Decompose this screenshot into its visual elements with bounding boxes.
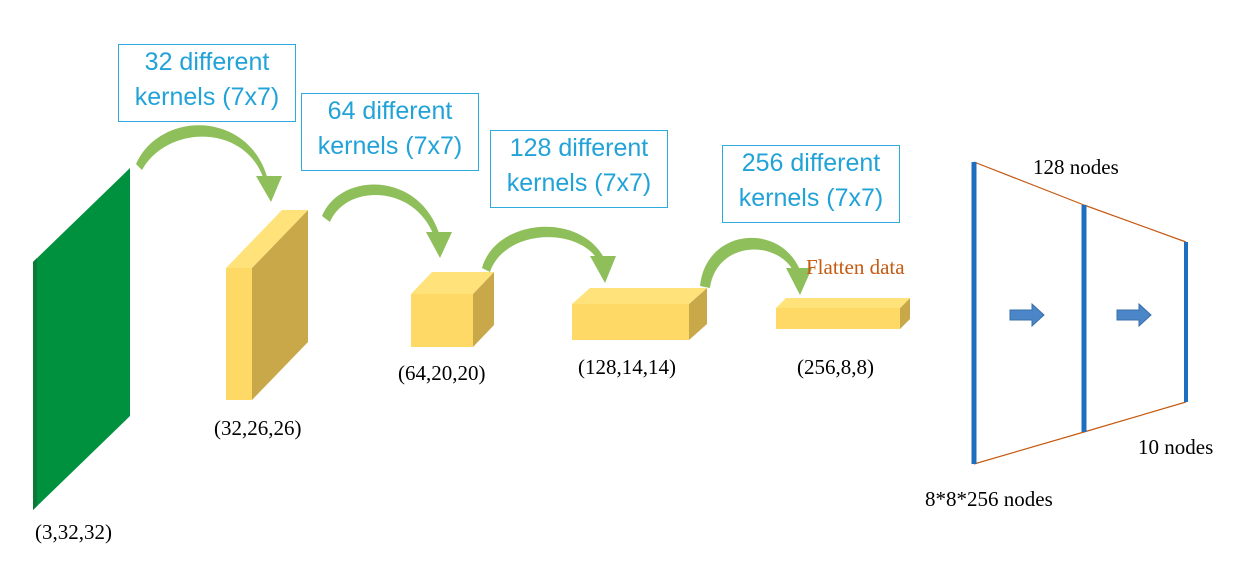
kernel-label-1-line2: kernels (7x7) (134, 83, 280, 111)
feature-map-2 (411, 272, 494, 347)
hidden-nodes-label: 128 nodes (1033, 155, 1119, 179)
right-arrow-icon (1009, 302, 1045, 328)
input-nodes-label: 8*8*256 nodes (925, 487, 1053, 511)
flatten-label: Flatten data (806, 255, 905, 279)
right-arrow-icon (1116, 302, 1152, 328)
feature-map-4 (776, 298, 910, 329)
feature-map-3-shape-label: (128,14,14) (578, 355, 676, 379)
kernel-label-2: 64 different kernels (7x7) (301, 93, 479, 171)
kernel-label-4-line2: kernels (7x7) (738, 184, 884, 212)
convolution-arrow-1 (136, 125, 282, 202)
kernel-label-3-line1: 128 different (509, 134, 649, 162)
output-nodes-label: 10 nodes (1138, 435, 1214, 459)
feature-map-4-shape-label: (256,8,8) (797, 355, 874, 379)
input-layer (33, 168, 130, 510)
feature-map-3 (572, 288, 707, 340)
kernel-label-2-line2: kernels (7x7) (317, 132, 463, 160)
convolution-arrow-2 (322, 184, 452, 258)
input-shape-label: (3,32,32) (35, 520, 112, 544)
kernel-label-1: 32 different kernels (7x7) (118, 44, 296, 122)
kernel-label-3-line2: kernels (7x7) (506, 169, 652, 197)
feature-map-1 (226, 210, 308, 400)
convolution-arrow-4 (700, 237, 812, 295)
convolution-arrow-3 (482, 226, 616, 283)
kernel-label-2-line1: 64 different (327, 97, 453, 125)
feature-map-1-shape-label: (32,26,26) (214, 416, 302, 440)
kernel-label-4: 256 different kernels (7x7) (722, 145, 900, 223)
feature-map-2-shape-label: (64,20,20) (398, 361, 486, 385)
fully-connected-network (971, 161, 1188, 465)
kernel-label-3: 128 different kernels (7x7) (490, 130, 668, 208)
kernel-label-4-line1: 256 different (741, 149, 881, 177)
kernel-label-1-line1: 32 different (144, 48, 270, 76)
